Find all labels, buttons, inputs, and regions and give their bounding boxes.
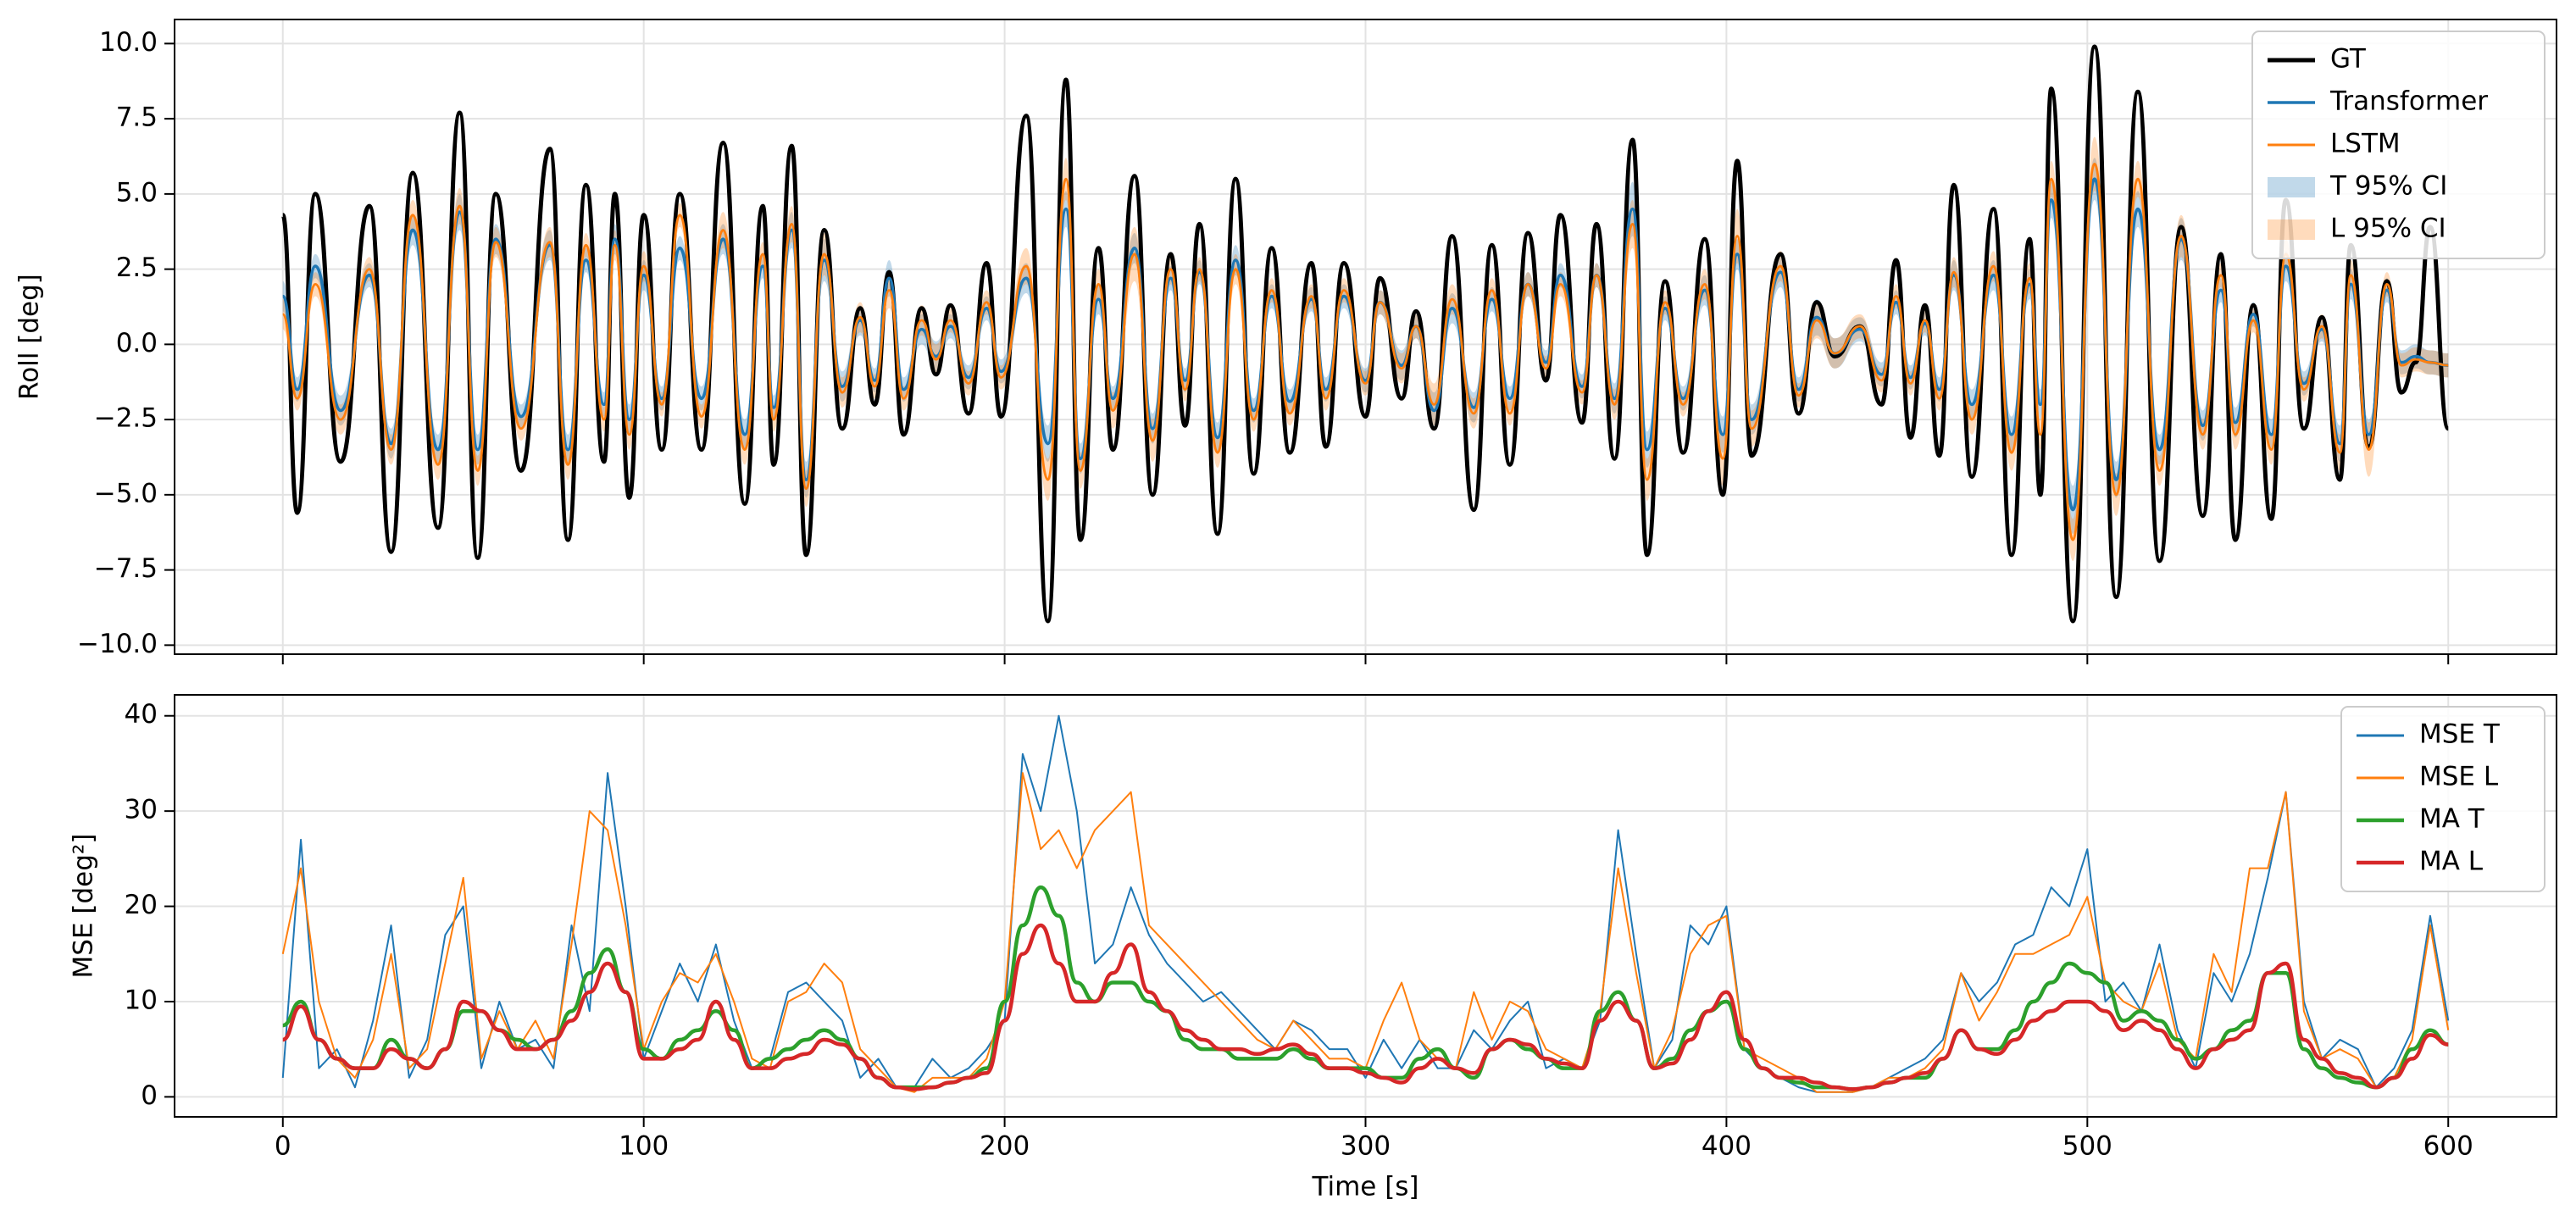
legend-label: MA L (2419, 847, 2484, 877)
series-line (281, 923, 2449, 1091)
x-tick-label: 500 (2062, 1131, 2112, 1162)
legend-label: L 95% CI (2330, 214, 2446, 244)
legend-swatch (2268, 219, 2315, 240)
series-line (281, 162, 2449, 541)
plot-area (280, 44, 2451, 624)
legend: MSE T MSE L MA T MA L (2340, 706, 2545, 892)
y-tick-label: −10.0 (77, 629, 158, 659)
ci-band (282, 158, 2449, 535)
legend-label: MSE T (2419, 719, 2501, 750)
y-tick-label: 20 (125, 890, 158, 920)
x-tick-label: 400 (1702, 1131, 1752, 1162)
x-tick-label: 200 (980, 1131, 1030, 1162)
axes-frame (174, 19, 2557, 655)
y-axis-label: Roll [deg] (14, 274, 45, 400)
y-tick-label: 10 (125, 985, 158, 1015)
y-tick-label: 30 (125, 795, 158, 825)
ci-band (282, 136, 2449, 561)
legend-label: GT (2330, 44, 2367, 75)
legend-label: MSE L (2419, 762, 2499, 792)
series-line (282, 885, 2449, 1091)
y-tick-label: 10.0 (99, 27, 158, 58)
axes-frame (174, 694, 2557, 1118)
y-tick-label: 5.0 (116, 177, 158, 208)
y-tick-label: −5.0 (94, 478, 158, 508)
legend-label: Transformer (2329, 86, 2488, 117)
legend-label: MA T (2419, 804, 2485, 835)
y-tick-label: −2.5 (94, 403, 158, 434)
y-tick-label: 2.5 (116, 253, 158, 283)
x-axis-label: Time [s] (1311, 1172, 1418, 1202)
y-tick-label: 7.5 (116, 103, 158, 133)
legend-label: T 95% CI (2329, 171, 2447, 202)
x-tick-label: 100 (619, 1131, 669, 1162)
x-tick-label: 0 (275, 1131, 291, 1162)
x-tick-label: 300 (1341, 1131, 1391, 1162)
legend-swatch (2268, 177, 2315, 197)
y-tick-label: 0.0 (116, 328, 158, 358)
y-axis-label: MSE [deg²] (69, 834, 99, 979)
legend-label: LSTM (2330, 129, 2401, 159)
y-tick-label: 0 (141, 1080, 158, 1111)
legend-box (2340, 706, 2545, 892)
y-tick-label: 40 (125, 699, 158, 730)
legend-box (2251, 31, 2545, 259)
legend: GT Transformer LSTM T 95% CI L 95% CI (2251, 31, 2545, 259)
plot-area (281, 714, 2450, 1093)
x-tick-label: 600 (2423, 1131, 2473, 1162)
y-tick-label: −7.5 (94, 553, 158, 584)
